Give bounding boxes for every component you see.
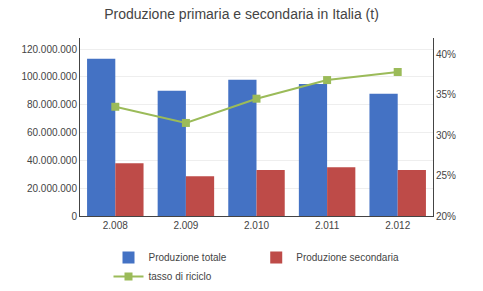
svg-text:40%: 40% xyxy=(436,49,456,60)
svg-text:2.008: 2.008 xyxy=(103,220,128,231)
svg-text:60.000.000: 60.000.000 xyxy=(27,127,77,138)
svg-text:80.000.000: 80.000.000 xyxy=(27,99,77,110)
svg-text:2.012: 2.012 xyxy=(385,220,410,231)
svg-text:40.000.000: 40.000.000 xyxy=(27,155,77,166)
svg-text:100.000.000: 100.000.000 xyxy=(21,71,77,82)
svg-text:0: 0 xyxy=(71,211,77,222)
svg-text:2.010: 2.010 xyxy=(244,220,269,231)
svg-text:20%: 20% xyxy=(436,211,456,222)
svg-text:Produzione primaria e secondar: Produzione primaria e secondaria in Ital… xyxy=(104,6,379,22)
svg-text:20.000.000: 20.000.000 xyxy=(27,183,77,194)
svg-text:35%: 35% xyxy=(436,89,456,100)
svg-text:30%: 30% xyxy=(436,130,456,141)
svg-text:120.000.000: 120.000.000 xyxy=(21,44,77,55)
svg-text:2.011: 2.011 xyxy=(315,220,340,231)
svg-text:25%: 25% xyxy=(436,170,456,181)
svg-text:Produzione secondaria: Produzione secondaria xyxy=(296,252,399,263)
svg-text:Produzione totale: Produzione totale xyxy=(149,252,227,263)
svg-text:2.009: 2.009 xyxy=(173,220,198,231)
svg-text:tasso di riciclo: tasso di riciclo xyxy=(149,271,212,282)
